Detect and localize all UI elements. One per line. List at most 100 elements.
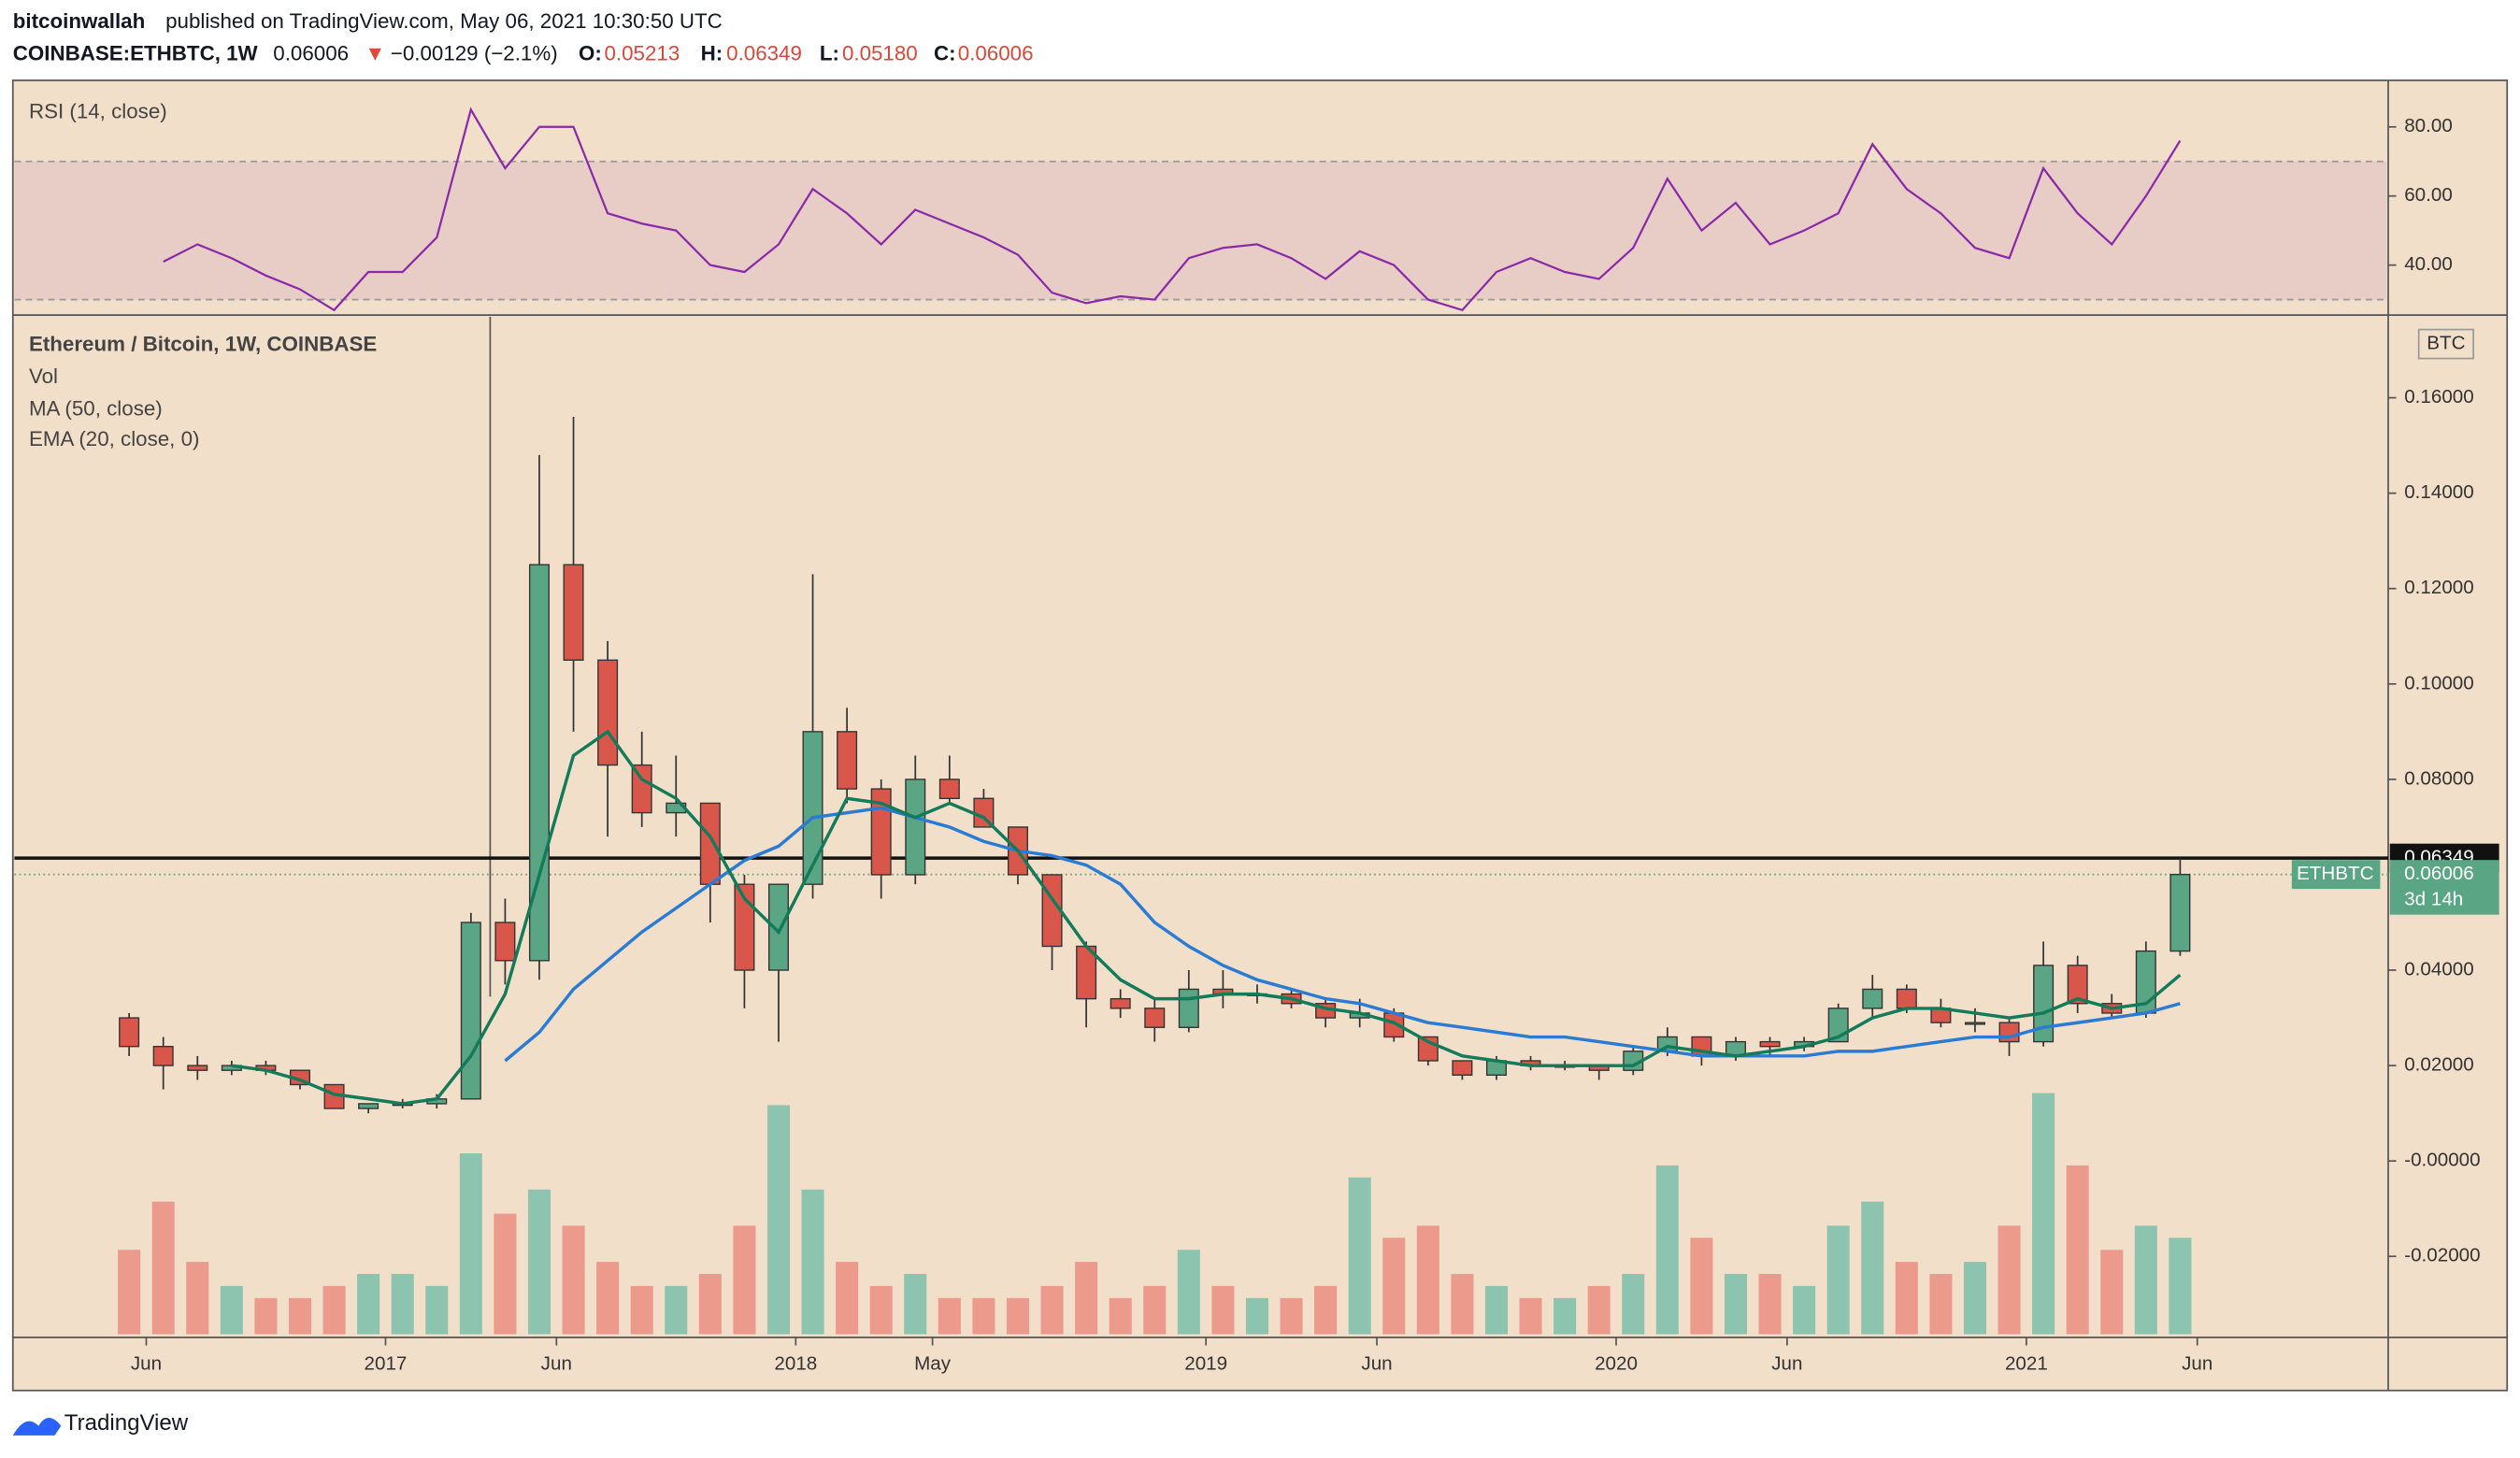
ema-legend: EMA (20, close, 0) bbox=[29, 427, 200, 450]
low-label: L: bbox=[820, 41, 839, 64]
candle-body bbox=[1862, 988, 1883, 1009]
volume-bar bbox=[1929, 1274, 1953, 1335]
logo-icon bbox=[12, 1418, 62, 1436]
x-tick-label: Jun bbox=[541, 1353, 572, 1375]
volume-bar bbox=[665, 1285, 688, 1335]
y-tick-label: 0.14000 bbox=[2404, 481, 2474, 503]
volume-bar bbox=[1348, 1177, 1371, 1335]
y-tick-label: 0.02000 bbox=[2404, 1054, 2474, 1076]
volume-bar bbox=[459, 1153, 482, 1335]
volume-bar bbox=[220, 1285, 243, 1335]
candle-body bbox=[494, 922, 516, 962]
y-tick-label: 0.16000 bbox=[2404, 386, 2474, 407]
volume-bar bbox=[801, 1189, 824, 1335]
published: published on TradingView.com, May 06, 20… bbox=[165, 9, 723, 33]
candle-body bbox=[563, 564, 584, 661]
chart-title: Ethereum / Bitcoin, 1W, COINBASE bbox=[29, 333, 377, 356]
volume-bar bbox=[1006, 1297, 1030, 1335]
y-tick-label: 0.12000 bbox=[2404, 577, 2474, 598]
symbol-line: COINBASE:ETHBTC, 1W 0.06006 ▼ −0.00129 (… bbox=[13, 41, 1034, 64]
open: 0.05213 bbox=[604, 41, 680, 64]
candle-body bbox=[1964, 1022, 1985, 1025]
volume-bar bbox=[1519, 1297, 1542, 1335]
rsi-tick-label: 80.00 bbox=[2404, 115, 2453, 136]
volume-bar bbox=[118, 1250, 141, 1335]
logo: TradingView bbox=[12, 1410, 189, 1436]
last-price: 0.06006 bbox=[273, 41, 349, 64]
volume-bar bbox=[938, 1297, 961, 1335]
change-arrow: ▼ bbox=[365, 41, 385, 64]
chart-panel bbox=[11, 79, 2509, 1392]
volume-bar bbox=[1758, 1274, 1782, 1335]
x-tick-label: 2021 bbox=[2005, 1353, 2048, 1375]
volume-bar bbox=[151, 1201, 175, 1335]
volume-bar bbox=[2032, 1093, 2055, 1335]
symbol-tag: ETHBTC bbox=[2297, 863, 2374, 884]
volume-bar bbox=[1040, 1285, 1064, 1335]
volume-bar bbox=[186, 1262, 209, 1335]
volume-bar bbox=[1280, 1297, 1303, 1335]
candle-body bbox=[1896, 988, 1917, 1009]
rsi-band bbox=[14, 161, 2387, 300]
volume-bar bbox=[288, 1297, 312, 1335]
volume-bar bbox=[972, 1297, 995, 1335]
x-tick-label: 2020 bbox=[1595, 1353, 1638, 1375]
candle-body bbox=[119, 1017, 140, 1048]
volume-bar bbox=[1382, 1237, 1406, 1335]
volume-bar bbox=[1690, 1237, 1713, 1335]
volume-bar bbox=[254, 1297, 278, 1335]
candle-body bbox=[1178, 988, 1199, 1028]
volume-bar bbox=[2169, 1237, 2192, 1335]
x-tick-label: Jun bbox=[131, 1353, 162, 1375]
volume-bar bbox=[425, 1285, 449, 1335]
candle-body bbox=[938, 779, 960, 799]
volume-bar bbox=[1655, 1165, 1679, 1335]
close-label: C: bbox=[934, 41, 956, 64]
volume-bar bbox=[1143, 1285, 1167, 1335]
close: 0.06006 bbox=[958, 41, 1034, 64]
open-label: O: bbox=[579, 41, 602, 64]
candle-body bbox=[905, 779, 926, 876]
last-label: 0.06006 bbox=[2404, 863, 2474, 884]
volume-legend: Vol bbox=[29, 364, 58, 388]
candle-body bbox=[1110, 997, 1131, 1009]
candle-body bbox=[1998, 1022, 2020, 1043]
candle-body bbox=[1144, 1008, 1166, 1028]
change: −0.00129 (−2.1%) bbox=[391, 41, 558, 64]
candle-body bbox=[2067, 965, 2088, 1005]
volume-bar bbox=[596, 1262, 620, 1335]
symbol: COINBASE:ETHBTC, 1W bbox=[13, 41, 259, 64]
volume-bar bbox=[1861, 1201, 1884, 1335]
volume-bar bbox=[1075, 1262, 1098, 1335]
volume-bar bbox=[766, 1105, 791, 1335]
volume-bar bbox=[869, 1285, 893, 1335]
rsi-line bbox=[163, 107, 2182, 312]
volume-bar bbox=[391, 1274, 414, 1335]
volume-bar bbox=[1793, 1285, 1816, 1335]
candle-body bbox=[597, 659, 619, 766]
volume-bar bbox=[322, 1285, 346, 1335]
x-tick-label: 2019 bbox=[1184, 1353, 1227, 1375]
y-tick-label: -0.00000 bbox=[2404, 1150, 2480, 1171]
candle-body bbox=[631, 764, 652, 814]
volume-bar bbox=[1554, 1297, 1577, 1335]
overlay-line bbox=[231, 729, 2182, 1106]
unit: BTC bbox=[2427, 333, 2465, 354]
author: bitcoinwallah bbox=[13, 9, 146, 33]
candle-body bbox=[699, 802, 721, 885]
volume-bar bbox=[527, 1189, 551, 1335]
volume-bar bbox=[1997, 1225, 2021, 1335]
volume-bar bbox=[2134, 1225, 2157, 1335]
candle-body bbox=[2169, 873, 2191, 952]
volume-bar bbox=[1963, 1262, 1987, 1335]
high: 0.06349 bbox=[726, 41, 802, 64]
volume-bar bbox=[1451, 1274, 1474, 1335]
volume-bar bbox=[494, 1213, 517, 1335]
volume-bar bbox=[1484, 1285, 1509, 1335]
candle-body bbox=[1759, 1040, 1781, 1048]
volume-bar bbox=[630, 1285, 653, 1335]
symbol-tag-bg bbox=[2291, 860, 2381, 890]
x-tick-label: Jun bbox=[2182, 1353, 2212, 1375]
